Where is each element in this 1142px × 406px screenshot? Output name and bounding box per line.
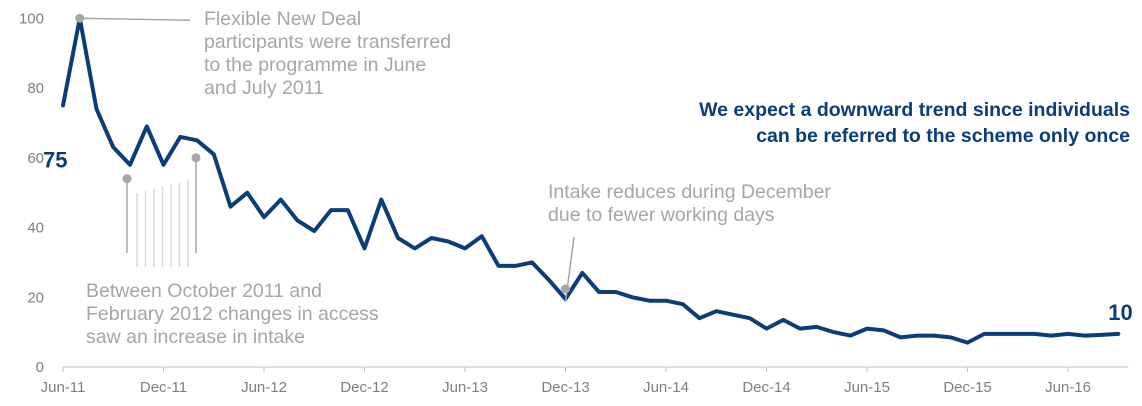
x-tick-label: Dec-13 [541,379,589,396]
series-layer [61,16,1121,345]
x-tick-label: Dec-11 [140,379,187,396]
pointer-dot-december [561,284,570,294]
series-line [61,16,1121,345]
pointer-dot-feb-12 [191,153,201,163]
annotation-pointers [75,13,575,303]
x-tick-label: Dec-14 [742,379,790,396]
pointer-line-flexible-new-deal [79,17,191,22]
y-tick-label: 0 [36,359,44,376]
x-tick-label: Jun-16 [1045,379,1091,396]
pointer-dot-oct-11 [122,174,132,184]
y-tick-label: 20 [27,289,44,306]
x-tick-label: Jun-14 [643,379,689,396]
end-value-label: 10 [1108,300,1132,325]
x-tick-label: Dec-15 [943,379,991,396]
annotation-access-changes: Between October 2011 and February 2012 c… [86,280,379,348]
x-tick-label: Jun-15 [844,379,890,396]
y-tick-label: 60 [27,150,44,167]
x-tick-label: Jun-11 [41,379,86,396]
x-tick-label: Jun-12 [241,379,287,396]
start-value-label: 75 [43,147,67,172]
x-tick-label: Jun-13 [442,379,488,396]
annotation-flexible-new-deal: Flexible New Deal participants were tran… [204,8,452,99]
y-tick-label: 100 [19,10,44,27]
annotation-december: Intake reduces during December due to fe… [548,181,831,226]
pointer-dot-flexible-new-deal [75,13,85,23]
axes: 0 20 40 60 80 100 Jun-11 Dec-11 Jun-12 Dec-12 Jun-… [19,10,1129,396]
y-tick-label: 80 [27,80,44,97]
headline-text: We expect a downward trend since individ… [699,99,1130,147]
x-tick-label: Dec-12 [340,379,388,396]
y-tick-label: 40 [27,220,44,237]
